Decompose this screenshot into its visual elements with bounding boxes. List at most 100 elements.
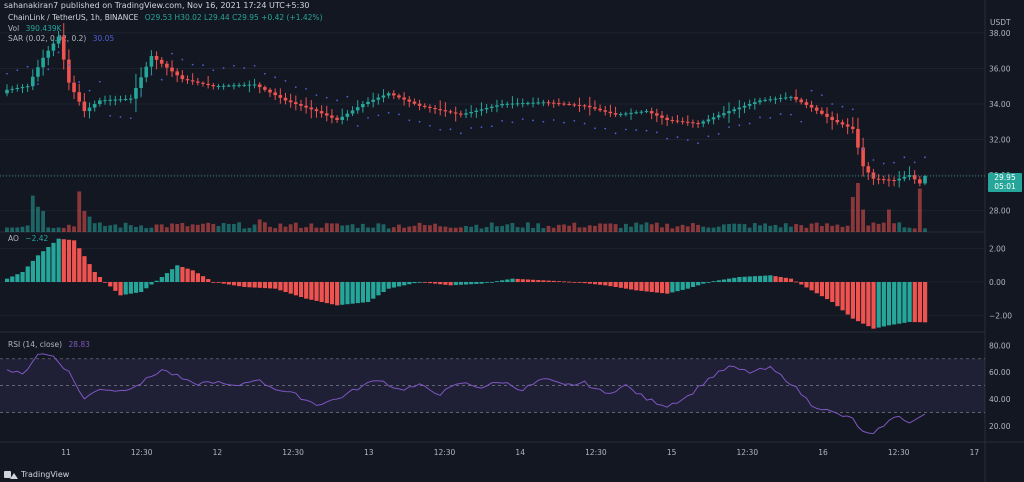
- ao-bar: [634, 282, 639, 291]
- sar-dot: [490, 125, 493, 128]
- ao-label[interactable]: AO: [8, 234, 19, 243]
- candle-body: [263, 87, 267, 90]
- ao-bar: [582, 282, 587, 284]
- candle-body: [113, 99, 118, 101]
- ao-bar: [659, 282, 665, 294]
- ao-bar: [757, 275, 763, 282]
- ao-bar: [278, 282, 283, 291]
- time-tick-label: 16: [818, 448, 828, 457]
- candle-body: [856, 128, 860, 148]
- volume-bar: [593, 225, 597, 232]
- sar-dot: [37, 83, 39, 86]
- ao-bar: [773, 276, 778, 282]
- volume-label[interactable]: Vol: [8, 24, 20, 33]
- ao-bar: [237, 282, 242, 287]
- candle-body: [30, 76, 35, 87]
- candle-body: [428, 106, 432, 108]
- ao-bar: [41, 251, 46, 282]
- ao-bar: [200, 276, 206, 282]
- volume-bar: [649, 224, 654, 232]
- sar-dot: [171, 52, 173, 55]
- ao-bar: [577, 282, 582, 283]
- symbol-title[interactable]: ChainLink / TetherUS, 1h, BINANCE: [8, 13, 139, 22]
- ao-bar: [139, 282, 144, 292]
- volume-bar: [314, 227, 319, 232]
- candle-body: [778, 98, 783, 100]
- time-tick-label: 17: [970, 448, 980, 457]
- ao-bar: [680, 282, 685, 290]
- candle-body: [216, 86, 221, 87]
- volume-bar: [20, 226, 25, 232]
- sar-dot: [851, 108, 854, 111]
- candle-body: [288, 100, 293, 103]
- sar-dot: [459, 132, 462, 135]
- candle-body: [391, 93, 396, 96]
- ao-bar: [72, 240, 77, 282]
- ao-bar: [644, 282, 649, 292]
- currency-label[interactable]: USDT: [990, 18, 1011, 27]
- ao-bar: [629, 282, 634, 290]
- ao-bar: [417, 282, 422, 283]
- ao-bar: [469, 282, 474, 285]
- sar-dot: [16, 69, 19, 72]
- volume-bar: [732, 223, 737, 232]
- sar-dot: [552, 119, 555, 121]
- candle-body: [768, 99, 773, 101]
- sar-dot: [150, 73, 153, 76]
- rsi-line: [6, 353, 926, 435]
- volume-bar: [391, 227, 396, 232]
- sar-dot: [356, 124, 359, 127]
- ao-bar: [484, 282, 489, 283]
- volume-bar: [309, 223, 314, 232]
- candle-body: [459, 113, 463, 115]
- volume-value: 390.439K: [25, 24, 62, 33]
- ao-bar: [505, 279, 510, 282]
- volume-bar: [87, 216, 92, 232]
- ao-bar: [30, 260, 35, 282]
- ao-bar: [886, 282, 892, 326]
- ao-bar: [778, 277, 783, 282]
- ao-bar: [850, 282, 855, 319]
- sar-dot: [903, 156, 906, 159]
- ao-bar: [587, 282, 592, 284]
- ao-bar: [536, 280, 541, 282]
- volume-bar: [103, 225, 107, 232]
- sar-dot: [398, 113, 400, 116]
- ao-bar: [623, 282, 629, 289]
- candle-body: [123, 98, 128, 100]
- sar-label[interactable]: SAR (0.02, 0.02, 0.2): [8, 34, 87, 43]
- ao-bar: [128, 282, 133, 294]
- candle-body: [417, 103, 422, 106]
- candle-body: [175, 71, 179, 76]
- candle-body: [489, 106, 494, 108]
- candle-body: [696, 122, 700, 124]
- ao-bar: [10, 276, 15, 282]
- candle-body: [180, 75, 185, 80]
- candle-body: [257, 84, 262, 88]
- sar-dot: [67, 63, 70, 66]
- sar-dot: [624, 128, 627, 131]
- ao-bar: [690, 282, 696, 287]
- ao-bar: [830, 282, 835, 302]
- candle-body: [603, 110, 608, 112]
- ao-bar: [268, 282, 273, 289]
- ao-bar: [665, 282, 670, 294]
- ao-bar: [118, 282, 123, 296]
- ao-bar: [216, 282, 221, 283]
- rsi-legend: RSI (14, close) 28.83: [8, 340, 94, 349]
- sar-dot: [614, 132, 617, 135]
- candle-body: [881, 179, 886, 181]
- candle-body: [763, 99, 767, 101]
- ao-bar: [412, 282, 417, 284]
- ao-bar: [262, 282, 268, 289]
- tradingview-logo[interactable]: TradingView: [4, 470, 69, 479]
- volume-bar: [427, 225, 432, 232]
- ao-bar: [825, 282, 830, 300]
- ao-bar: [144, 282, 149, 289]
- sar-dot: [790, 113, 792, 116]
- ao-bar: [474, 282, 479, 284]
- candle-body: [82, 101, 87, 112]
- rsi-label[interactable]: RSI (14, close): [8, 340, 63, 349]
- candle-body: [5, 89, 9, 94]
